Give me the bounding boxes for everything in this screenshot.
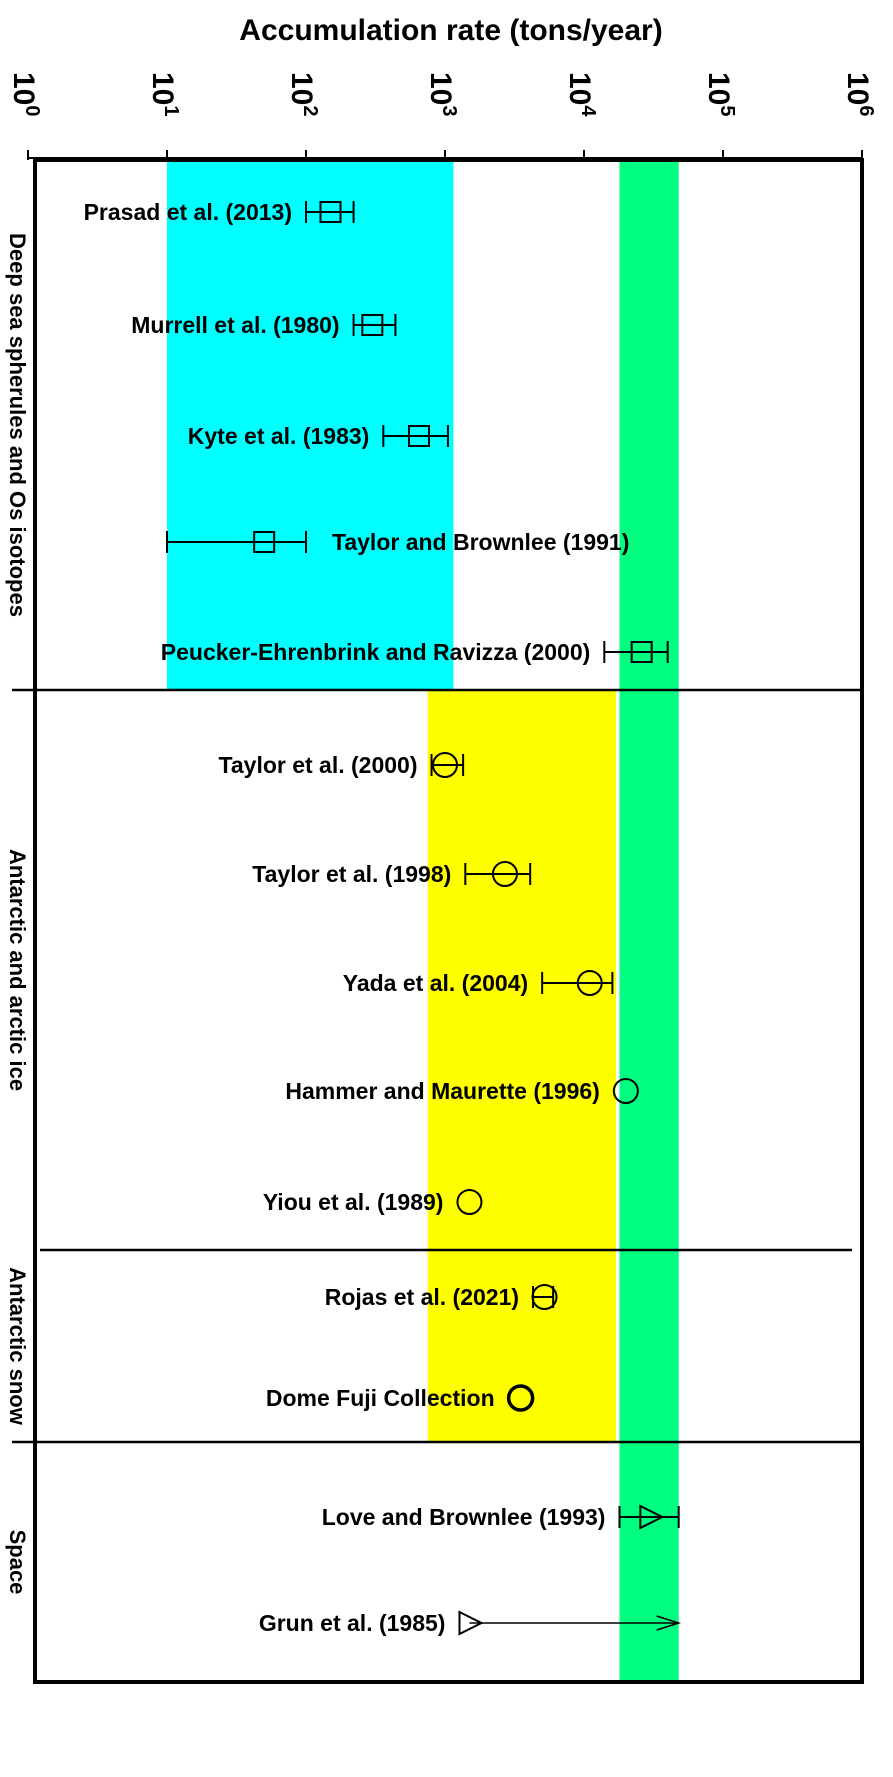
data-point-0-3	[166, 531, 307, 553]
data-point-1-1	[464, 861, 532, 887]
point-label: Grun et al. (1985)	[259, 1610, 446, 1636]
triangle-marker	[639, 1504, 665, 1530]
x-tick-label-1: 101	[146, 72, 182, 117]
group-label-1: Antarctic and arctic ice	[5, 849, 30, 1091]
group-label-3: Space	[5, 1530, 30, 1595]
point-label: Yiou et al. (1989)	[263, 1189, 444, 1215]
data-point-2-0	[531, 1284, 558, 1310]
data-point-0-4	[603, 641, 669, 663]
x-tick-label-3: 103	[424, 72, 460, 117]
point-label: Taylor and Brownlee (1991)	[332, 529, 629, 555]
circle-marker	[612, 1078, 639, 1104]
square-marker	[319, 201, 342, 223]
circle-marker	[432, 752, 458, 778]
circle-marker	[576, 970, 603, 996]
x-tick-label-0: 100	[7, 72, 43, 117]
square-marker	[361, 314, 384, 336]
square-marker	[407, 425, 430, 447]
group-label-2: Antarctic snow	[5, 1267, 30, 1426]
frame-layer	[12, 150, 864, 1684]
circle-marker	[491, 861, 518, 887]
data-point-1-2	[541, 970, 614, 996]
labels-layer: 100 101 102 103 104 105 106 Deep sea spherules …	[5, 72, 877, 1636]
plot-frame	[33, 158, 864, 1684]
circle-marker	[456, 1189, 483, 1215]
point-label: Dome Fuji Collection	[266, 1385, 495, 1411]
point-label: Rojas et al. (2021)	[325, 1284, 519, 1310]
x-tick-label-2: 102	[285, 72, 321, 117]
point-label: Murrell et al. (1980)	[131, 312, 339, 338]
data-point-3-1	[458, 1610, 682, 1636]
group-label-0: Deep sea spherules and Os isotopes	[5, 233, 30, 617]
data-point-1-4	[456, 1189, 483, 1215]
marks-layer	[166, 201, 682, 1636]
point-label: Peucker-Ehrenbrink and Ravizza (2000)	[161, 639, 591, 665]
point-label: Yada et al. (2004)	[343, 970, 528, 996]
range-arrow-head	[656, 1615, 682, 1631]
data-point-3-0	[618, 1504, 680, 1530]
x-tick-label-6: 106	[841, 72, 877, 117]
point-label: Prasad et al. (2013)	[84, 199, 292, 225]
point-label: Love and Brownlee (1993)	[322, 1504, 606, 1530]
data-point-0-0	[305, 201, 355, 223]
point-label: Taylor et al. (2000)	[219, 752, 418, 778]
point-label: Taylor et al. (1998)	[252, 861, 451, 887]
square-marker	[630, 641, 653, 663]
band-0	[167, 160, 454, 690]
data-point-0-1	[352, 314, 397, 336]
x-tick-label-5: 105	[702, 72, 738, 117]
square-marker	[253, 531, 276, 553]
circle-marker	[531, 1284, 558, 1310]
x-tick-label-4: 104	[563, 72, 599, 117]
point-label: Kyte et al. (1983)	[188, 423, 370, 449]
band-2	[619, 160, 679, 1682]
band-1	[427, 690, 617, 1442]
data-point-1-0	[430, 752, 465, 778]
chart-title: Accumulation rate (tons/year)	[239, 14, 662, 47]
data-point-2-1	[506, 1384, 535, 1412]
circle-marker	[506, 1384, 535, 1412]
data-point-1-3	[612, 1078, 639, 1104]
data-point-0-2	[382, 425, 449, 447]
bands-layer	[167, 160, 679, 1682]
triangle-marker	[458, 1610, 484, 1636]
point-label: Hammer and Maurette (1996)	[285, 1078, 599, 1104]
